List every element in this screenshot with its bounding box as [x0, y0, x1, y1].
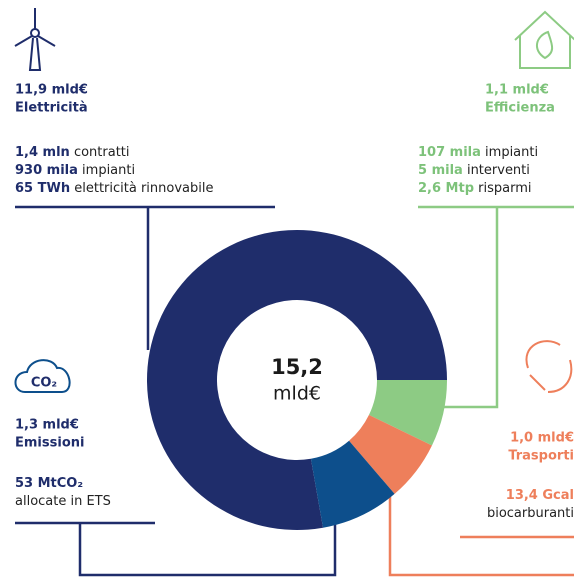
detail-bold: 5 mila — [418, 163, 463, 178]
wind-icon — [14, 8, 56, 71]
detail-bold: 930 mila — [15, 163, 78, 178]
amount-label: 1,0 mld€ — [510, 431, 574, 446]
detail-text: risparmi — [478, 181, 531, 196]
donut — [147, 230, 448, 530]
detail-text: interventi — [467, 163, 530, 178]
detail-bold: 65 TWh — [15, 181, 70, 196]
detail-bold: 2,6 Mtp — [418, 181, 474, 196]
amount-label: 1,3 mld€ — [15, 418, 79, 433]
detail-line: 65 TWh elettricità rinnovabile — [15, 181, 213, 196]
category-label: Emissioni — [15, 436, 84, 451]
category-label: Efficienza — [485, 101, 555, 116]
category-label: Trasporti — [508, 449, 574, 464]
connector — [15, 515, 337, 577]
detail-line: 53 MtCO₂ — [15, 476, 83, 491]
detail-line: 107 mila impianti — [418, 145, 538, 160]
amount-label: 11,9 mld€ — [15, 83, 88, 98]
detail-line: 930 mila impianti — [15, 163, 135, 178]
amount-label: 1,1 mld€ — [485, 83, 549, 98]
cloud-icon — [14, 359, 71, 393]
detail-line: biocarburanti — [487, 506, 574, 521]
transport-icon — [525, 340, 573, 393]
connector — [388, 490, 574, 577]
center-unit: mld€ — [273, 383, 321, 405]
detail-text: impianti — [485, 145, 538, 160]
donut-segment — [368, 380, 448, 446]
detail-line: 5 mila interventi — [418, 163, 530, 178]
detail-bold: 1,4 mln — [15, 145, 70, 160]
detail-text: elettricità rinnovabile — [74, 181, 213, 196]
connectors — [15, 205, 574, 577]
detail-line: 2,6 Mtp risparmi — [418, 181, 532, 196]
donut-segment — [310, 440, 395, 528]
detail-text: biocarburanti — [487, 506, 574, 521]
detail-bold: 53 MtCO₂ — [15, 476, 83, 491]
center-value: 15,2 — [271, 355, 323, 379]
detail-bold: 13,4 Gcal — [506, 488, 574, 503]
icon-text: CO₂ — [31, 376, 57, 391]
donut-segment — [349, 414, 432, 494]
connector — [15, 205, 275, 350]
connector — [418, 205, 574, 409]
detail-line: allocate in ETS — [15, 494, 111, 509]
house-icon — [514, 10, 574, 69]
detail-text: contratti — [74, 145, 130, 160]
detail-line: 13,4 Gcal — [506, 488, 574, 503]
donut-segment — [147, 230, 447, 530]
labels: 11,9 mld€ Elettricità 1,4 mln contratti 930… — [15, 83, 574, 521]
category-label: Elettricità — [15, 101, 88, 116]
detail-text: impianti — [82, 163, 135, 178]
detail-text: allocate in ETS — [15, 494, 111, 509]
detail-line: 1,4 mln contratti — [15, 145, 130, 160]
detail-bold: 107 mila — [418, 145, 481, 160]
